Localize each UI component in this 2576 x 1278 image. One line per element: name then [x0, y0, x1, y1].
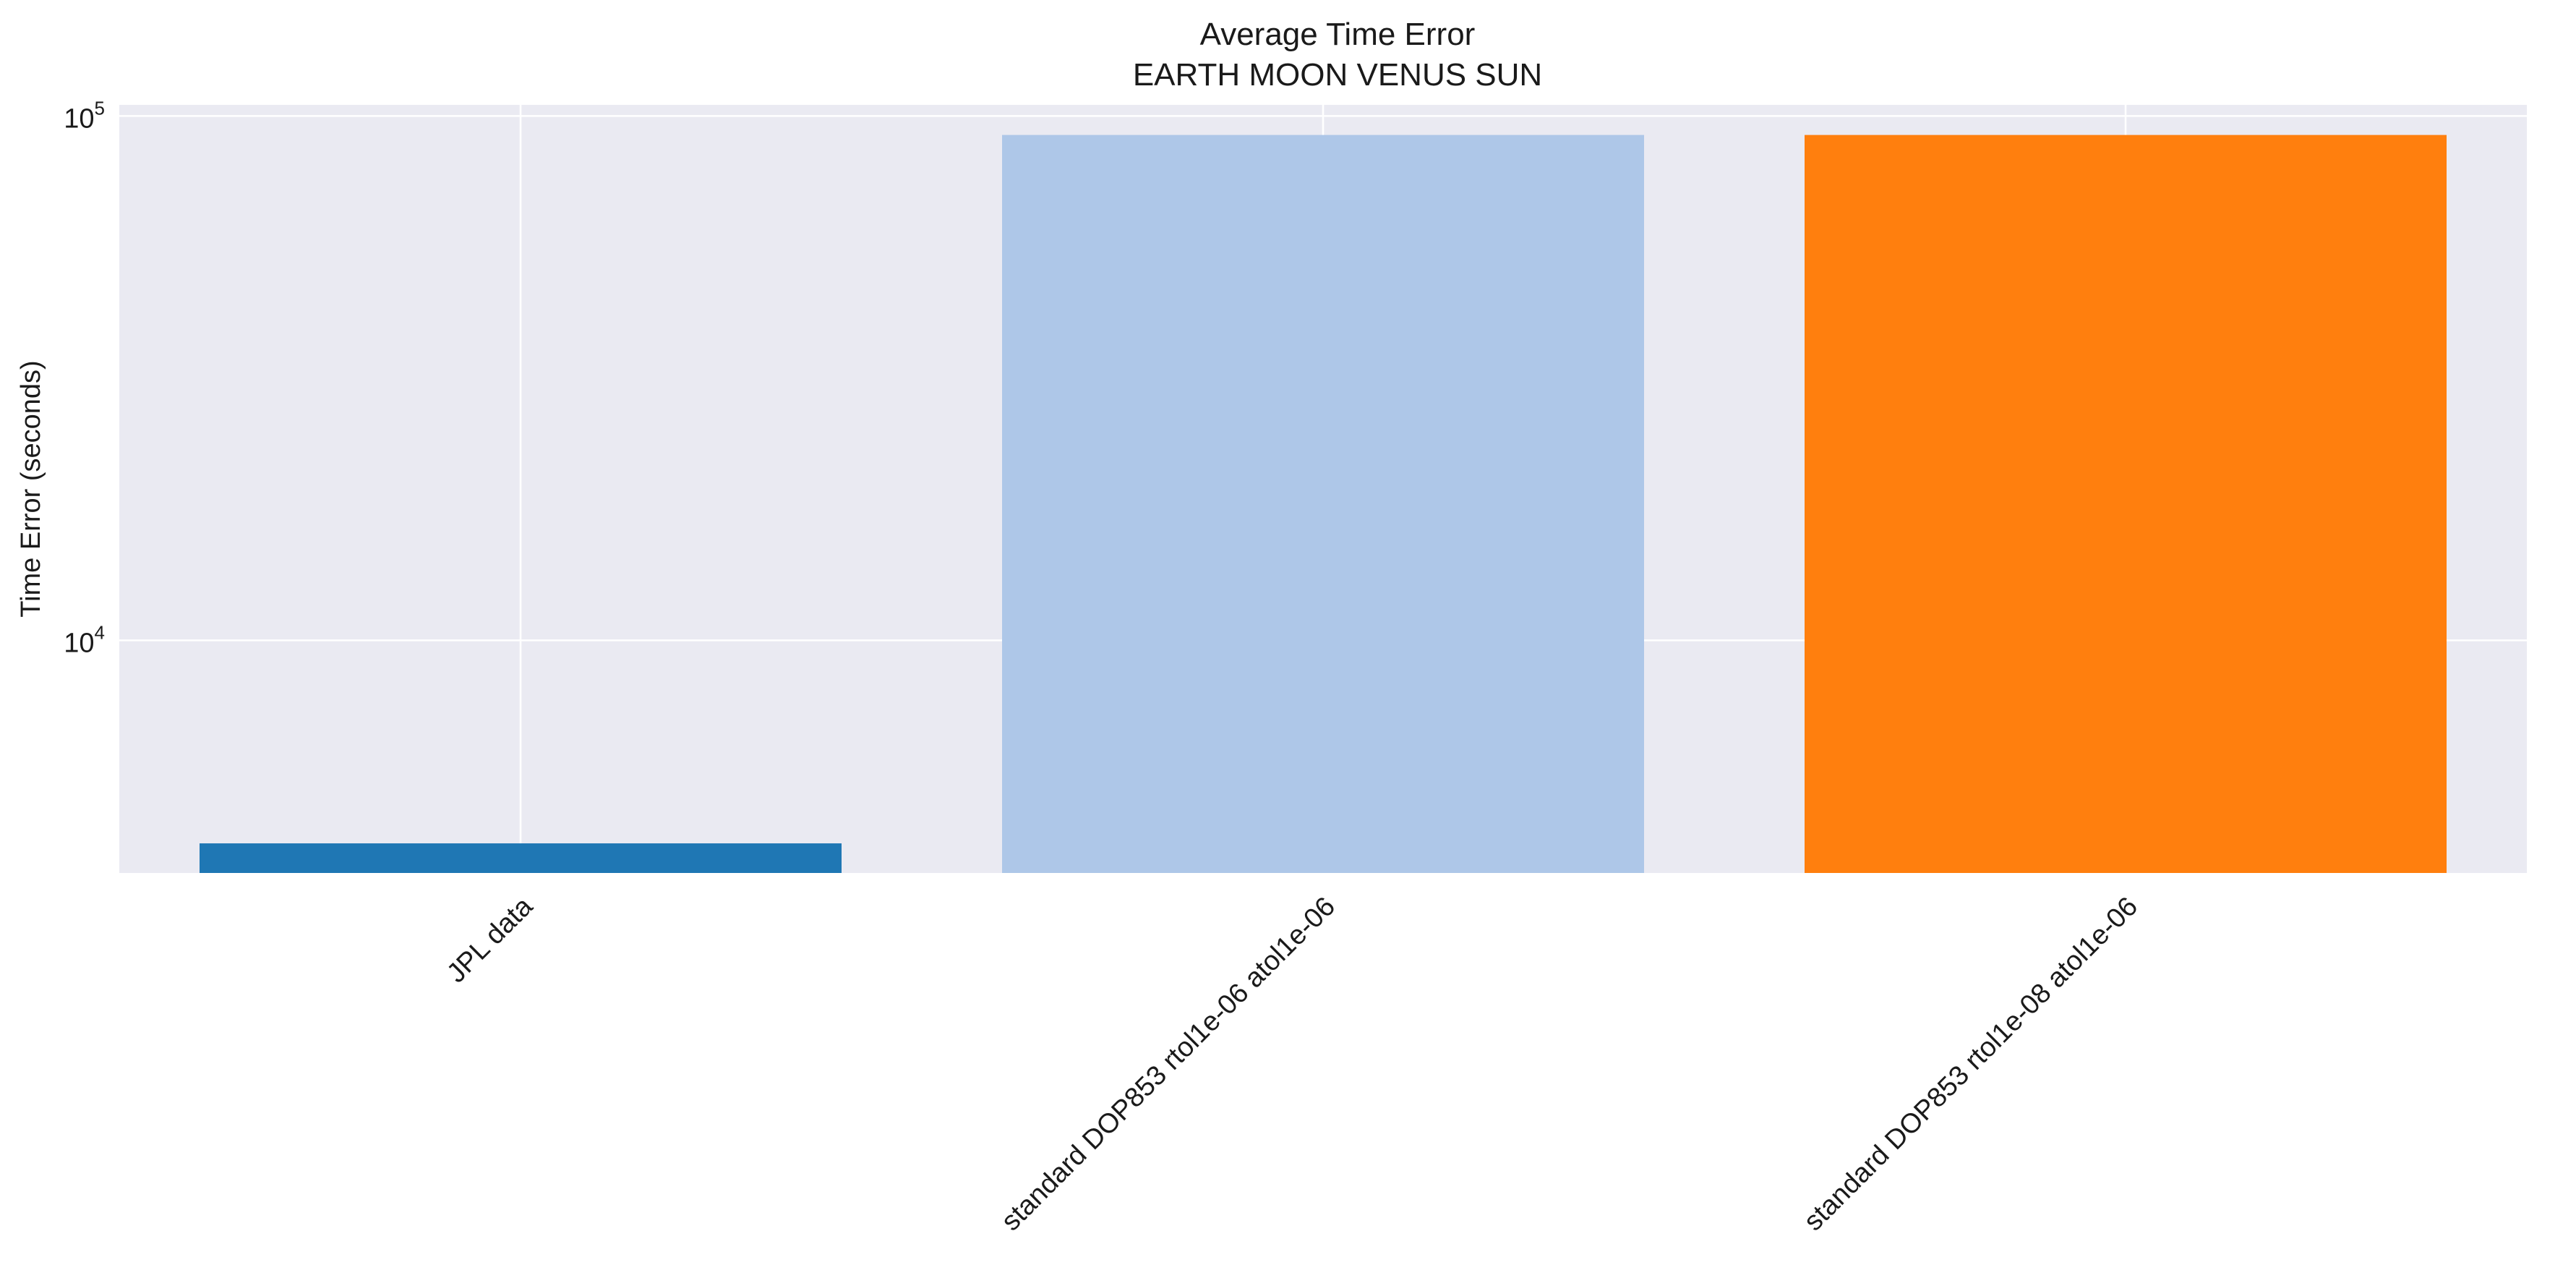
y-axis-label: Time Error (seconds) — [16, 360, 46, 617]
chart-title: Average Time Error — [1200, 17, 1476, 52]
bars — [200, 135, 2447, 873]
x-tick-labels: JPL data standard DOP853 rtol1e-06 atol1e… — [441, 891, 2144, 1237]
chart-subtitle: EARTH MOON VENUS SUN — [1133, 57, 1542, 93]
bar — [1805, 135, 2447, 873]
y-tick-label: 104 — [64, 621, 105, 658]
x-tick-label: standard DOP853 rtol1e-08 atol1e-06 — [1798, 891, 2144, 1237]
x-tick-label: standard DOP853 rtol1e-06 atol1e-06 — [996, 891, 1341, 1237]
y-tick-label: 105 — [64, 97, 105, 134]
bar — [1002, 135, 1644, 873]
x-tick-label: JPL data — [441, 891, 539, 989]
bar — [200, 843, 842, 873]
y-tick-labels: 104 105 — [64, 97, 105, 658]
